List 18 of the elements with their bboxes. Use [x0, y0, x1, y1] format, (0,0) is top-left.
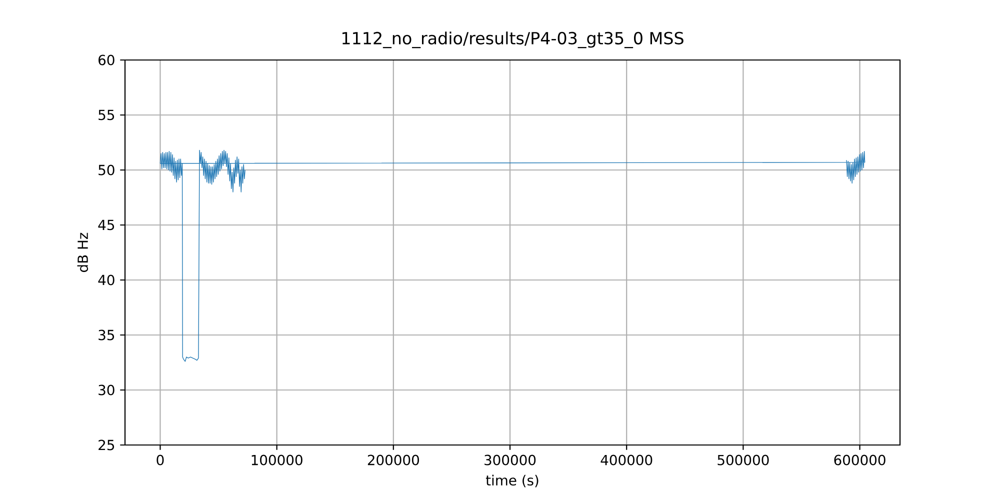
y-tick-label: 30	[98, 384, 114, 396]
y-tick-label: 60	[98, 54, 114, 66]
x-axis-title: time (s)	[486, 474, 538, 488]
x-tick-label: 300000	[484, 454, 536, 466]
y-axis-title: dB Hz	[77, 232, 88, 272]
chart-title: 1112_no_radio/results/P4-03_gt35_0 MSS	[342, 32, 684, 48]
y-tick-label: 35	[98, 330, 114, 340]
x-tick-label: 600000	[834, 454, 886, 466]
y-tick-label: 55	[98, 110, 114, 120]
y-tick-label: 25	[98, 440, 114, 450]
x-tick-label: 500000	[718, 454, 769, 466]
y-tick-label: 40	[98, 274, 114, 286]
x-tick-label: 200000	[368, 454, 419, 466]
y-tick-label: 45	[98, 220, 114, 230]
y-tick-label: 50	[98, 164, 114, 176]
x-tick-label: 400000	[600, 454, 652, 466]
x-tick-label: 100000	[252, 454, 302, 466]
x-tick-label: 0	[156, 454, 164, 466]
